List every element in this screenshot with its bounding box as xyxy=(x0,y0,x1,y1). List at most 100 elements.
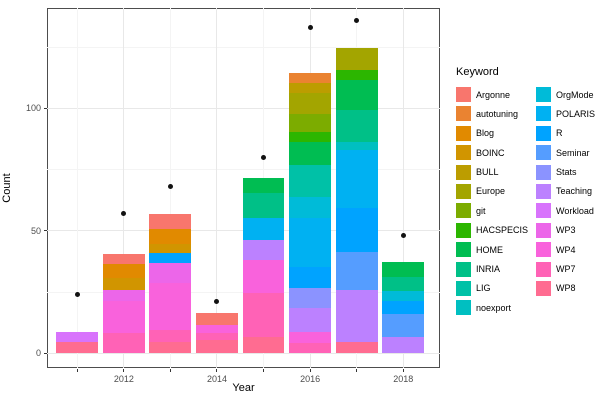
legend-item-wp7: WP7 xyxy=(536,261,595,277)
y-tick-label: 100 xyxy=(25,103,41,114)
bar-segment-hacspecis xyxy=(335,70,378,81)
legend-label: Europe xyxy=(476,186,506,197)
legend-label: autotuning xyxy=(476,108,519,119)
legend-item-home: HOME xyxy=(456,242,528,258)
bar-segment-argonne xyxy=(149,214,192,230)
legend-item-wp4: WP4 xyxy=(536,242,595,258)
bar-segment-r xyxy=(382,300,425,314)
legend-title: Keyword xyxy=(456,66,499,78)
legend-item-boinc: BOINC xyxy=(456,145,528,161)
legend-swatch xyxy=(456,242,471,258)
gridline-y-minor xyxy=(47,46,440,48)
legend-swatch xyxy=(536,261,552,277)
bar-segment-wp7 xyxy=(196,333,238,341)
bar-segment-r xyxy=(149,252,192,263)
legend-column: OrgMode POLARIS R Seminar Stats Teaching Workl… xyxy=(536,87,595,300)
data-point xyxy=(261,154,267,160)
legend-label: Argonne xyxy=(476,89,511,100)
bar-segment-boinc xyxy=(149,244,192,253)
y-axis-title: Count xyxy=(1,173,13,203)
legend-item-hacspecis: HACSPECIS xyxy=(456,222,528,238)
legend-label: Blog xyxy=(476,128,495,139)
legend-swatch xyxy=(456,183,471,199)
legend-swatch xyxy=(456,87,471,102)
legend-label: BULL xyxy=(476,167,499,178)
x-tick-mark xyxy=(216,369,218,372)
bar-segment-git xyxy=(289,113,332,132)
bar-segment-polaris xyxy=(335,150,378,209)
legend-label: WP8 xyxy=(556,283,576,294)
legend-label: R xyxy=(556,128,563,139)
legend-item-stats: Stats xyxy=(536,164,595,180)
gridline-x-major xyxy=(402,8,404,368)
y-tick-label: 50 xyxy=(30,225,41,236)
legend-swatch xyxy=(536,164,552,180)
bar-segment-hacspecis xyxy=(289,131,332,142)
bar-segment-argonne xyxy=(196,313,238,326)
bar-segment-wp4 xyxy=(196,325,238,334)
bar-segment-wp7 xyxy=(242,293,285,337)
bar-segment-europe xyxy=(289,93,332,114)
legend-item-noexport: noexport xyxy=(456,300,528,316)
bar-segment-workload xyxy=(56,331,99,342)
x-tick-mark xyxy=(169,369,171,372)
x-tick-label: 2018 xyxy=(393,374,414,384)
legend-item-seminar: Seminar xyxy=(536,145,595,161)
legend-label: BOINC xyxy=(476,147,505,158)
legend-item-teaching: Teaching xyxy=(536,183,595,199)
bar-segment-blog xyxy=(102,263,145,279)
x-tick-mark xyxy=(356,369,358,372)
legend-swatch xyxy=(536,280,552,296)
x-axis-title: Year xyxy=(232,382,255,394)
legend-item-argonne: Argonne xyxy=(456,87,528,102)
legend-swatch xyxy=(536,145,552,161)
legend-swatch xyxy=(456,300,471,316)
bar-segment-wp4 xyxy=(242,260,285,294)
bar-segment-home xyxy=(242,178,285,194)
legend-swatch xyxy=(456,164,471,180)
bar-segment-orgmode xyxy=(382,290,425,301)
bar-segment-polaris xyxy=(242,218,285,240)
bar-segment-orgmode xyxy=(289,196,332,219)
legend-label: noexport xyxy=(476,302,512,313)
bar-segment-wp7 xyxy=(289,343,332,354)
bar-segment-blog xyxy=(149,229,192,245)
bar-segment-home xyxy=(382,262,425,278)
legend-swatch xyxy=(456,222,471,238)
y-tick-mark xyxy=(44,230,47,232)
legend-swatch xyxy=(456,145,471,161)
bar-segment-wp4 xyxy=(102,300,145,334)
bar-segment-inria xyxy=(382,277,425,291)
bar-segment-wp3 xyxy=(149,262,192,283)
legend-label: WP7 xyxy=(556,264,576,275)
bar-segment-home xyxy=(335,80,378,111)
legend-label: LIG xyxy=(476,283,491,294)
legend-item-wp8: WP8 xyxy=(536,280,595,296)
legend-swatch xyxy=(536,125,552,141)
legend-label: Workload xyxy=(556,205,594,216)
legend: Keyword Argonne autotuning Blog BOINC BULL Eu… xyxy=(456,66,595,320)
gridline-x-minor xyxy=(76,8,78,368)
data-point xyxy=(74,292,80,298)
y-tick-label: 0 xyxy=(35,348,41,359)
bar-segment-wp4 xyxy=(149,282,192,330)
gridline-y-major xyxy=(47,352,440,354)
legend-swatch xyxy=(456,203,471,219)
bar-segment-teaching xyxy=(382,337,425,354)
gridline-y-major xyxy=(47,107,440,109)
data-point xyxy=(400,233,406,239)
x-tick-mark xyxy=(309,369,311,372)
legend-column: Argonne autotuning Blog BOINC BULL Europe git H… xyxy=(456,87,528,320)
legend-swatch xyxy=(536,242,552,258)
bar-segment-wp7 xyxy=(149,329,192,342)
legend-label: OrgMode xyxy=(556,89,594,100)
legend-label: INRIA xyxy=(476,264,501,275)
legend-item-lig: LIG xyxy=(456,280,528,296)
x-tick-mark xyxy=(263,369,265,372)
x-tick-label: 2016 xyxy=(300,374,321,384)
bar-segment-wp8 xyxy=(149,341,192,354)
bar-segment-seminar xyxy=(382,313,425,338)
legend-swatch xyxy=(456,125,471,141)
bar-segment-wp8 xyxy=(56,341,99,354)
x-tick-label: 2014 xyxy=(206,374,227,384)
